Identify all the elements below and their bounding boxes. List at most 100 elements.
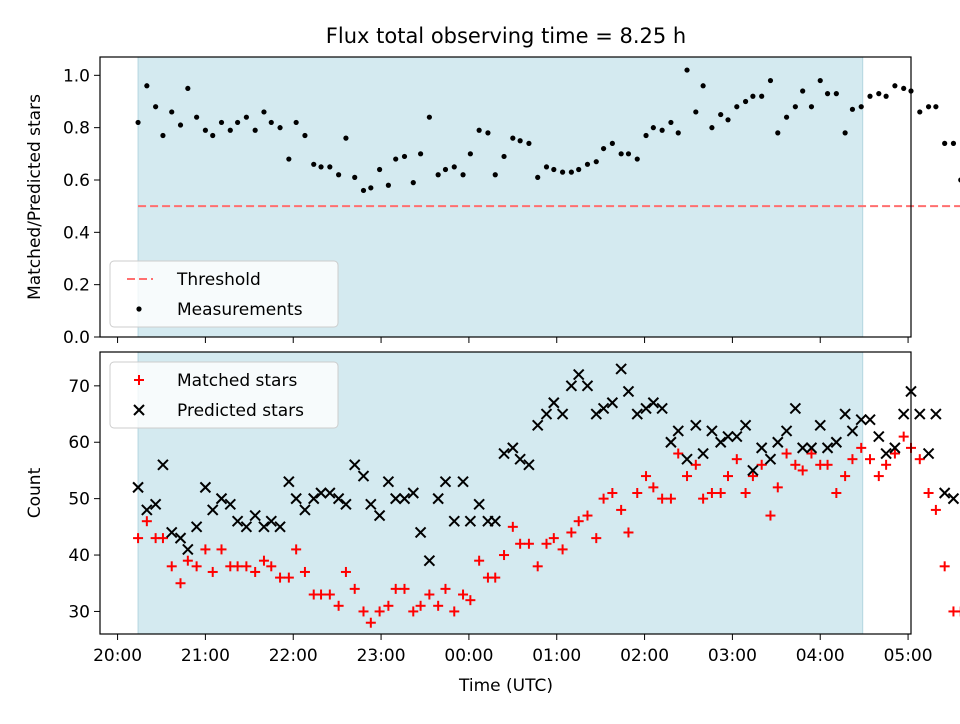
matched-stars-point bbox=[374, 606, 385, 617]
predicted-stars-point bbox=[556, 408, 569, 420]
predicted-stars-point bbox=[665, 436, 677, 448]
measurement-point bbox=[235, 119, 241, 126]
measurement-point bbox=[576, 166, 582, 173]
predicted-stars-point bbox=[747, 464, 759, 477]
legend-measurements-swatch bbox=[136, 306, 142, 312]
matched-stars-point bbox=[324, 589, 335, 600]
measurement-point bbox=[435, 172, 441, 178]
legend-predicted-swatch bbox=[133, 404, 145, 416]
matched-stars-point bbox=[723, 471, 734, 482]
legend-label: Predicted stars bbox=[177, 401, 304, 421]
matched-stars-point bbox=[790, 459, 801, 470]
legend-matched-swatch bbox=[134, 375, 144, 385]
measurement-point bbox=[135, 119, 141, 126]
axes-frame bbox=[99, 351, 912, 635]
measurement-point bbox=[194, 114, 200, 120]
predicted-stars-point bbox=[498, 447, 510, 460]
matched-stars-point bbox=[133, 533, 144, 544]
y-tick-label: 1.0 bbox=[63, 66, 90, 86]
predicted-stars-point bbox=[839, 408, 851, 420]
measurement-point bbox=[643, 132, 649, 139]
matched-stars-point bbox=[806, 448, 817, 459]
measurement-point bbox=[625, 151, 632, 157]
matched-stars-point bbox=[822, 459, 833, 470]
measurement-point bbox=[925, 104, 932, 110]
measurement-point bbox=[144, 83, 150, 89]
measurement-point bbox=[650, 125, 656, 131]
legend-box bbox=[109, 260, 339, 328]
predicted-stars-point bbox=[656, 402, 668, 415]
measurement-point bbox=[343, 135, 349, 141]
measurement-point bbox=[668, 119, 674, 126]
matched-stars-point bbox=[682, 471, 693, 482]
measurement-point bbox=[243, 114, 249, 120]
measurement-point bbox=[849, 106, 856, 112]
predicted-stars-point bbox=[398, 492, 411, 505]
predicted-stars-point bbox=[821, 442, 834, 454]
matched-stars-point bbox=[781, 448, 792, 459]
matched-stars-point bbox=[772, 482, 783, 493]
matched-stars-point bbox=[207, 566, 218, 577]
matched-stars-point bbox=[340, 566, 351, 577]
predicted-stars-point bbox=[190, 521, 203, 533]
predicted-stars-point bbox=[523, 459, 535, 471]
measurement-point bbox=[609, 140, 615, 146]
matched-stars-point bbox=[765, 510, 776, 521]
predicted-stars-point bbox=[947, 492, 960, 505]
predicted-stars-point bbox=[283, 476, 295, 488]
matched-stars-point bbox=[241, 561, 252, 572]
measurement-point bbox=[767, 77, 774, 84]
measurement-point bbox=[311, 161, 317, 167]
x-axis-label: Time (UTC) bbox=[458, 676, 553, 696]
measurement-point bbox=[510, 135, 516, 141]
measurement-point bbox=[451, 164, 457, 170]
measurement-point bbox=[360, 187, 367, 194]
predicted-stars-point bbox=[796, 442, 809, 454]
measurement-point bbox=[568, 169, 574, 175]
measurement-point bbox=[368, 185, 374, 191]
measurement-point bbox=[808, 104, 815, 110]
y-tick-label: 0.2 bbox=[63, 276, 90, 296]
predicted-stars-point bbox=[597, 402, 610, 415]
matched-stars-point bbox=[731, 454, 742, 465]
matched-stars-point bbox=[706, 488, 717, 498]
measurement-point bbox=[783, 114, 790, 120]
predicted-stars-point bbox=[249, 509, 261, 522]
measurement-point bbox=[725, 117, 731, 123]
measurement-point bbox=[718, 111, 724, 118]
y-tick-label: 70 bbox=[68, 377, 90, 397]
predicted-stars-point bbox=[439, 476, 452, 488]
measurement-point bbox=[842, 130, 848, 136]
matched-stars-point bbox=[349, 583, 360, 594]
top-plot-area: 0.0 0.2 0.4 0.6 0.8 1.0 Threshold Measurements bbox=[63, 56, 960, 348]
matched-stars-point bbox=[266, 561, 277, 572]
matched-stars-point bbox=[299, 566, 310, 577]
matched-stars-point bbox=[250, 566, 261, 577]
matched-stars-point bbox=[847, 454, 858, 465]
matched-stars-point bbox=[291, 544, 302, 555]
measurement-point bbox=[476, 127, 482, 133]
measurement-point bbox=[618, 151, 624, 157]
predicted-stars-point bbox=[846, 425, 859, 437]
measurement-point bbox=[261, 109, 267, 115]
matched-stars-point bbox=[458, 589, 469, 600]
matched-stars-point bbox=[566, 527, 577, 538]
measurement-point bbox=[286, 156, 292, 162]
measurement-point bbox=[535, 174, 541, 180]
measurement-point bbox=[417, 151, 424, 157]
x-tick-label: 04:00 bbox=[796, 646, 845, 666]
predicted-stars-point bbox=[789, 402, 802, 415]
matched-stars-point bbox=[840, 471, 851, 482]
predicted-stars-point bbox=[157, 459, 169, 471]
measurement-point bbox=[492, 172, 498, 178]
measurement-point bbox=[684, 67, 690, 73]
measurement-point bbox=[800, 88, 806, 94]
measurement-point bbox=[742, 98, 749, 105]
predicted-stars-point bbox=[357, 470, 370, 482]
matched-stars-point bbox=[740, 488, 751, 498]
measurement-point bbox=[268, 119, 274, 126]
matched-stars-point bbox=[548, 533, 559, 544]
predicted-stars-point bbox=[414, 526, 427, 539]
measurement-point bbox=[867, 93, 873, 99]
y-tick-label: 0.6 bbox=[63, 171, 90, 191]
